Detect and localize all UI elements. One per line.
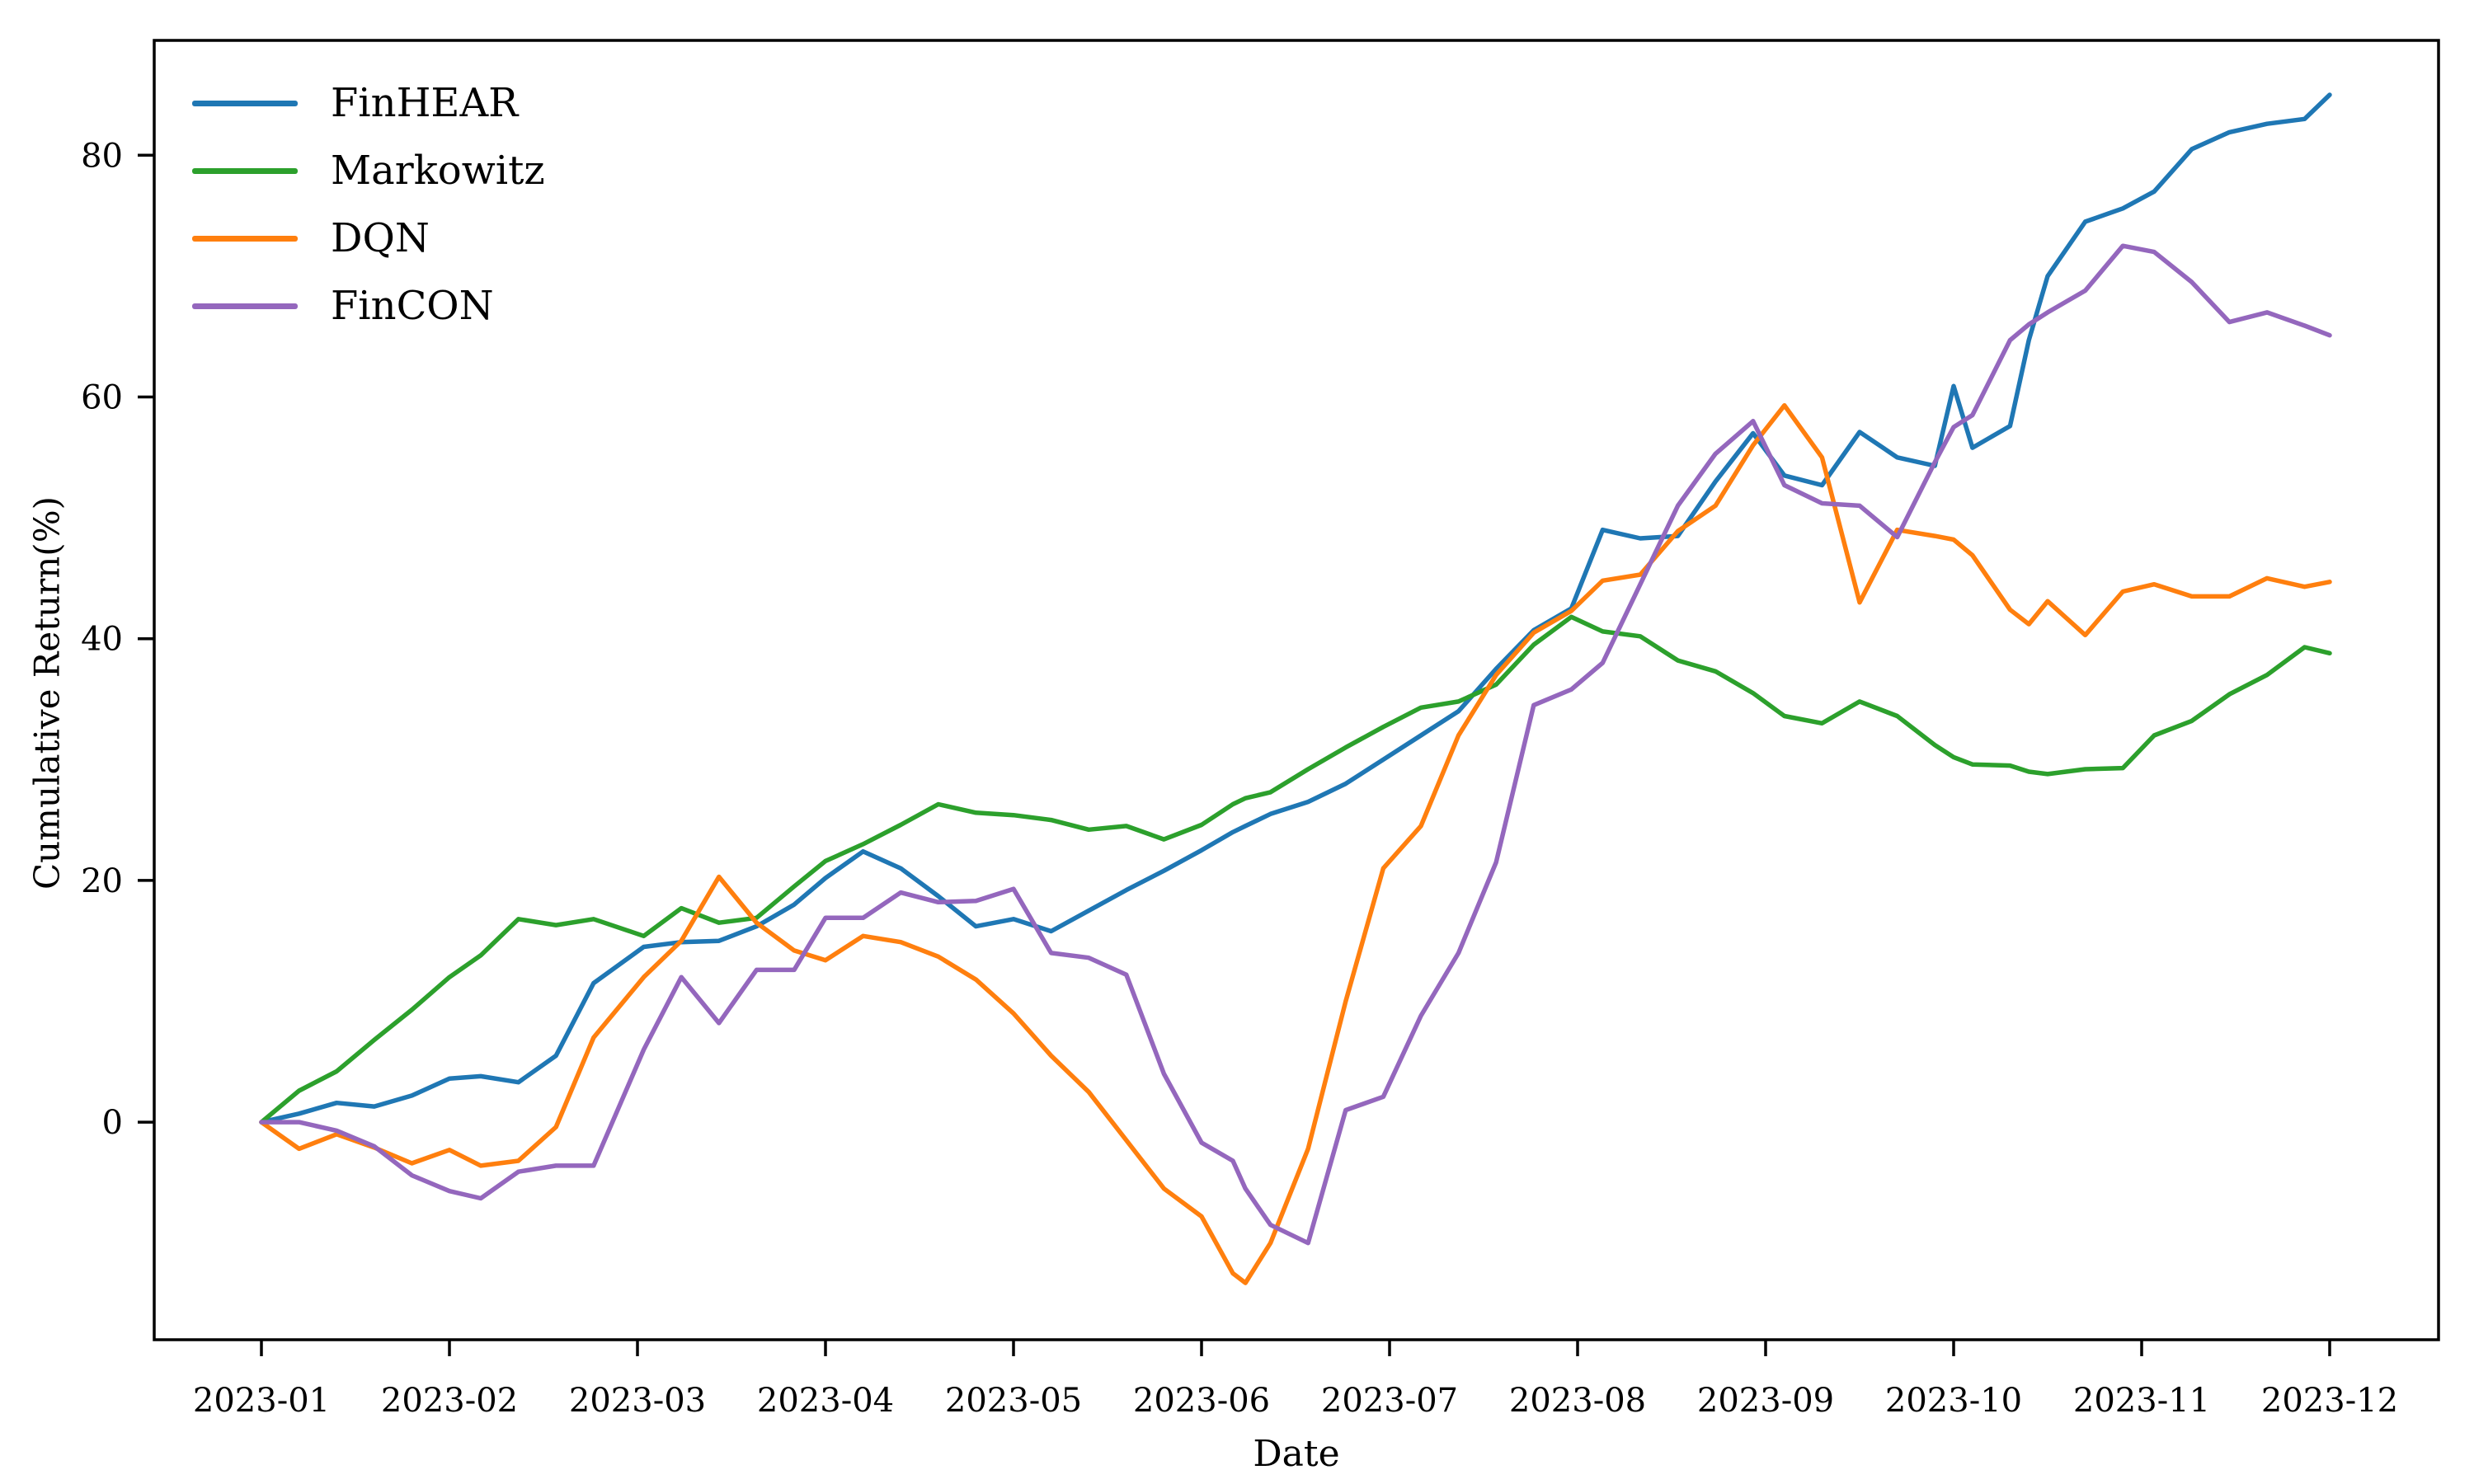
plot-spines — [153, 39, 2440, 1341]
x-axis-label: Date — [1253, 1433, 1340, 1475]
legend-item-fincon: FinCON — [192, 272, 545, 340]
series-line-fincon — [259, 243, 2332, 1246]
x-tick-label: 2023-08 — [1509, 1382, 1646, 1420]
x-tick-label: 2023-06 — [1133, 1382, 1270, 1420]
legend-item-markowitz: Markowitz — [192, 137, 545, 204]
x-tick-label: 2023-04 — [757, 1382, 894, 1420]
legend-label: Markowitz — [331, 148, 545, 194]
legend: FinHEAR Markowitz DQN FinCON — [192, 69, 545, 340]
legend-swatch-fincon — [192, 303, 298, 309]
x-tick-label: 2023-09 — [1697, 1382, 1834, 1420]
x-tick-label: 2023-12 — [2261, 1382, 2398, 1420]
series-line-markowitz — [259, 614, 2332, 1125]
legend-label: FinHEAR — [331, 80, 519, 126]
legend-swatch-finhear — [192, 100, 298, 106]
y-tick-label: 0 — [102, 1104, 123, 1142]
x-tick-label: 2023-02 — [381, 1382, 518, 1420]
legend-item-finhear: FinHEAR — [192, 69, 545, 137]
legend-label: DQN — [331, 215, 430, 261]
y-axis-label: Cumulative Return(%) — [26, 496, 68, 890]
x-tick-label: 2023-05 — [945, 1382, 1082, 1420]
y-tick-label: 40 — [81, 621, 123, 659]
x-tick-label: 2023-01 — [193, 1382, 330, 1420]
legend-swatch-dqn — [192, 235, 298, 242]
x-tick-label: 2023-11 — [2073, 1382, 2210, 1420]
y-tick-label: 80 — [81, 137, 123, 175]
x-tick-label: 2023-03 — [569, 1382, 706, 1420]
y-tick-label: 20 — [81, 862, 123, 900]
series-line-finhear — [259, 92, 2332, 1125]
legend-label: FinCON — [331, 283, 494, 329]
y-tick-label: 60 — [81, 378, 123, 416]
series-line-dqn — [259, 402, 2332, 1285]
legend-item-dqn: DQN — [192, 204, 545, 272]
x-tick-label: 2023-07 — [1321, 1382, 1458, 1420]
legend-swatch-markowitz — [192, 167, 298, 174]
x-tick-label: 2023-10 — [1885, 1382, 2022, 1420]
